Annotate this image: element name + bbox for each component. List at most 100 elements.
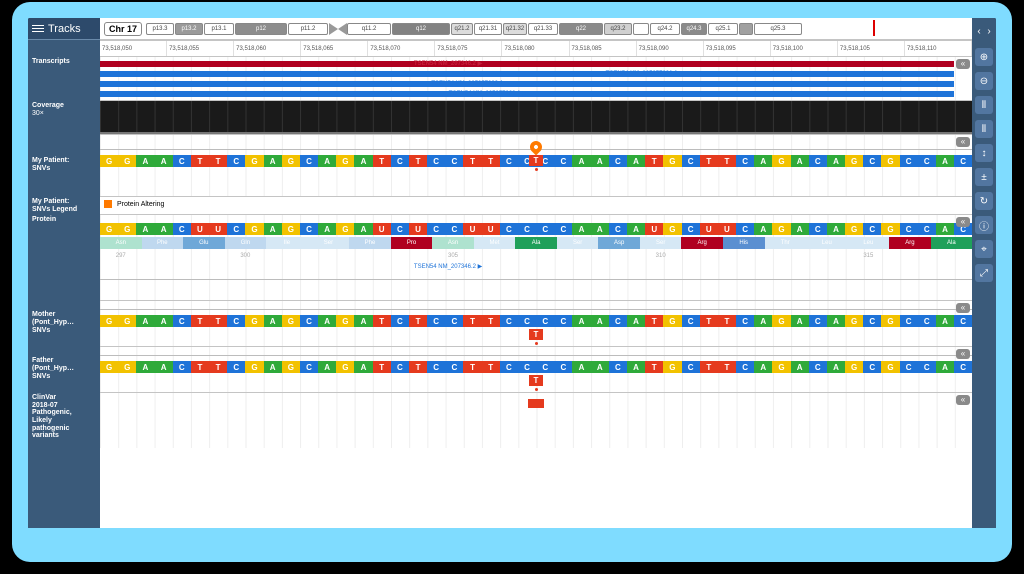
base-cell: A [936, 315, 954, 327]
nav-left-icon[interactable]: ‹ [974, 20, 984, 42]
coverage-track[interactable] [100, 100, 972, 134]
ideogram-band[interactable]: p11.2 [288, 23, 328, 35]
ideogram-band[interactable]: q11.2 [347, 23, 391, 35]
amino-acid-cell: Ser [557, 237, 599, 249]
base-cell: C [391, 315, 409, 327]
base-cell: C [391, 155, 409, 167]
toolbar-button[interactable]: ⊕ [975, 48, 993, 66]
base-cell: A [136, 223, 154, 235]
variant-pin-icon[interactable] [528, 139, 545, 156]
collapse-icon[interactable]: « [956, 137, 970, 147]
legend-swatch [104, 200, 112, 208]
base-cell: A [354, 361, 372, 373]
base-cell: C [809, 315, 827, 327]
base-cell: A [155, 315, 173, 327]
toolbar-button[interactable]: ↕ [975, 144, 993, 162]
protein-track[interactable]: GGAACUUCGAGCAGAUCUCCUUCCCCAACAUGCUUCAGAC… [100, 214, 972, 300]
ruler-tick: 73,518,105 [838, 41, 905, 56]
base-cell: T [463, 361, 481, 373]
collapse-icon[interactable]: « [956, 349, 970, 359]
ideogram[interactable]: Chr 17 p13.3p13.2p13.1p12p11.2q11.2q12q2… [100, 18, 972, 40]
ideogram-band[interactable]: q22 [559, 23, 603, 35]
base-cell: C [682, 155, 700, 167]
ruler-tick: 73,518,055 [167, 41, 234, 56]
transcript-bar[interactable] [100, 81, 954, 87]
toolbar-button[interactable]: ⦀ [975, 96, 993, 114]
toolbar-button[interactable]: ± [975, 168, 993, 186]
toolbar-button[interactable]: ⓘ [975, 216, 993, 234]
aa-position [308, 251, 350, 261]
centromere-icon [329, 23, 347, 35]
amino-acid-cell: Phe [142, 237, 184, 249]
collapse-icon[interactable]: « [956, 395, 970, 405]
clinvar-track[interactable]: « [100, 392, 972, 448]
base-cell: C [445, 223, 463, 235]
ideogram-band[interactable]: q24.2 [650, 23, 680, 35]
nav-right-icon[interactable]: › [984, 20, 994, 42]
father-track[interactable]: GGAACTTCGAGCAGATCTCCTTCCCCAACATGCTTCAGAC… [100, 346, 972, 392]
base-cell: A [591, 315, 609, 327]
toolbar-button[interactable]: ↻ [975, 192, 993, 210]
toolbar-button[interactable]: ⊖ [975, 72, 993, 90]
ideogram-band[interactable]: p12 [235, 23, 287, 35]
toolbar-button[interactable]: ⌖ [975, 240, 993, 258]
base-cell: A [264, 315, 282, 327]
base-cell: C [518, 361, 536, 373]
base-cell: T [209, 155, 227, 167]
ideogram-band[interactable] [739, 23, 753, 35]
ideogram-band[interactable]: q21.31 [474, 23, 502, 35]
base-cell: G [118, 361, 136, 373]
transcripts-track[interactable]: TSEN54 NM_207346.2 ▶TSEN54 XM_005257231.… [100, 56, 972, 100]
ideogram-band[interactable]: p13.1 [204, 23, 234, 35]
toolbar-button[interactable]: ⤢ [975, 264, 993, 282]
base-cell: T [718, 155, 736, 167]
transcript-bar[interactable] [100, 61, 954, 67]
toolbar-button[interactable]: ⦀ [975, 120, 993, 138]
mother-track[interactable]: GGAACTTCGAGCAGATCTCCTTCCCCAACATGCTTCAGAC… [100, 300, 972, 346]
clinvar-variant[interactable] [528, 399, 544, 408]
base-cell: A [754, 155, 772, 167]
aa-position [765, 251, 807, 261]
aa-position: 315 [848, 251, 890, 261]
menu-icon[interactable] [32, 23, 44, 34]
base-cell: T [191, 155, 209, 167]
base-cell: A [627, 315, 645, 327]
base-cell: C [227, 315, 245, 327]
amino-acid-cell: Leu [806, 237, 848, 249]
position-ruler: 73,518,05073,518,05573,518,06073,518,065… [100, 40, 972, 56]
base-cell: G [336, 223, 354, 235]
ideogram-band[interactable]: q25.3 [754, 23, 802, 35]
ruler-tick: 73,518,050 [100, 41, 167, 56]
base-cell: C [445, 361, 463, 373]
collapse-icon[interactable]: « [956, 217, 970, 227]
position-marker[interactable] [873, 20, 875, 36]
base-cell: G [845, 315, 863, 327]
ideogram-band[interactable]: q23.2 [604, 23, 632, 35]
ideogram-band[interactable]: q24.3 [681, 23, 707, 35]
aa-position [557, 251, 599, 261]
ideogram-band[interactable]: p13.3 [146, 23, 174, 35]
label-transcripts: Transcripts [28, 56, 100, 100]
ruler-tick: 73,518,085 [570, 41, 637, 56]
base-cell: G [100, 223, 118, 235]
transcript-bar[interactable] [100, 91, 954, 97]
ideogram-band[interactable]: q21.33 [528, 23, 558, 35]
collapse-icon[interactable]: « [956, 303, 970, 313]
ideogram-band[interactable]: q21.32 [503, 23, 527, 35]
base-cell: C [500, 315, 518, 327]
transcript-bar[interactable] [100, 71, 954, 77]
ideogram-band[interactable]: p13.2 [175, 23, 203, 35]
patient-snv-track[interactable]: GGAACTTCGAGCAGATCTCCTTCCCCAACATGCTTCAGAC… [100, 134, 972, 196]
base-cell: C [173, 155, 191, 167]
ideogram-band[interactable]: q25.1 [708, 23, 738, 35]
base-cell: C [427, 315, 445, 327]
ideogram-band[interactable]: q21.2 [451, 23, 473, 35]
ruler-tick: 73,518,065 [301, 41, 368, 56]
base-cell: C [918, 155, 936, 167]
ideogram-band[interactable]: q12 [392, 23, 450, 35]
amino-acid-cell: Thr [765, 237, 807, 249]
base-cell: G [282, 361, 300, 373]
aa-position [931, 251, 973, 261]
ideogram-band[interactable] [633, 23, 649, 35]
collapse-icon[interactable]: « [956, 59, 970, 69]
